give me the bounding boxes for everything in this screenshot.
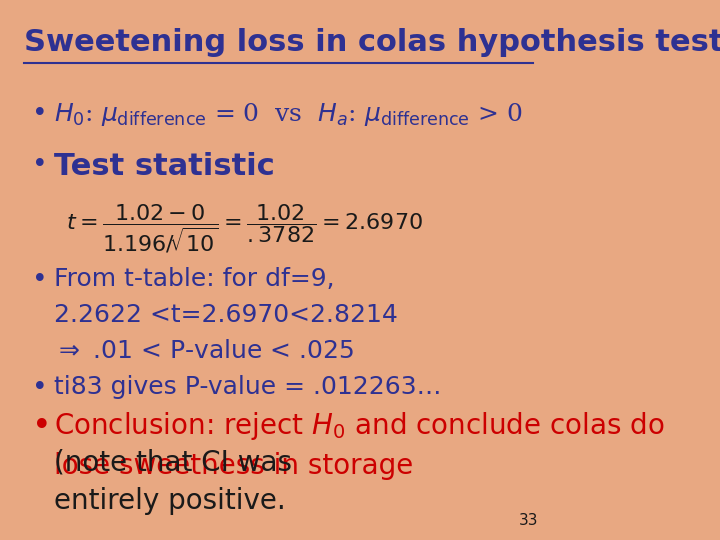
Text: $t = \dfrac{1.02 - 0}{1.196/\!\sqrt{10}} = \dfrac{1.02}{.3782} = 2.6970$: $t = \dfrac{1.02 - 0}{1.196/\!\sqrt{10}}…	[66, 203, 423, 255]
Text: •: •	[32, 410, 51, 443]
Text: ti83 gives P-value = .012263…: ti83 gives P-value = .012263…	[54, 375, 441, 399]
Text: •: •	[32, 375, 48, 401]
Text: •: •	[32, 267, 48, 293]
Text: •: •	[32, 101, 48, 127]
Text: $\Rightarrow$ .01 < P-value < .025: $\Rightarrow$ .01 < P-value < .025	[54, 339, 354, 363]
Text: 33: 33	[518, 513, 538, 528]
Text: •: •	[32, 152, 48, 178]
Text: $H_0$: $\mu_{\mathrm{difference}}$ = 0  vs  $H_a$: $\mu_{\mathrm{difference}}$ >: $H_0$: $\mu_{\mathrm{difference}}$ = 0 v…	[54, 101, 522, 128]
Text: From t-table: for df=9,: From t-table: for df=9,	[54, 267, 335, 291]
Text: Test statistic: Test statistic	[54, 152, 275, 181]
Text: Conclusion: reject $H_0$ and conclude colas do
lose sweetness in storage: Conclusion: reject $H_0$ and conclude co…	[54, 410, 665, 480]
Text: 2.2622 <t=2.6970<2.8214: 2.2622 <t=2.6970<2.8214	[54, 303, 398, 327]
Text: (note that CI was
entirely positive.: (note that CI was entirely positive.	[54, 449, 292, 515]
Text: Sweetening loss in colas hypothesis test: Sweetening loss in colas hypothesis test	[24, 28, 720, 57]
